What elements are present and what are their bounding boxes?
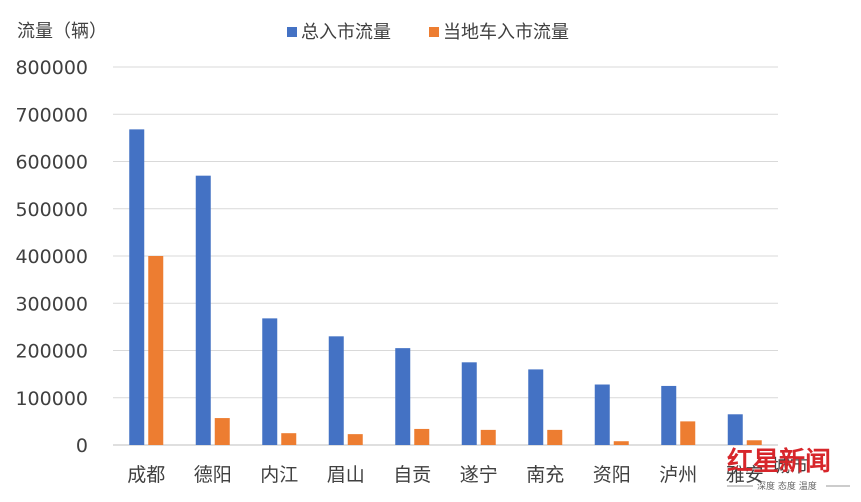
legend: 总入市流量 当地车入市流量	[287, 22, 569, 43]
x-category-label: 遂宁	[460, 464, 498, 486]
x-category-label: 内江	[260, 464, 298, 486]
y-axis-ticks: 0 100000 200000 300000 400000 500000 600000 700…	[15, 57, 88, 457]
y-tick-label: 300000	[15, 293, 88, 315]
y-tick-label: 500000	[15, 199, 88, 221]
x-category-label: 眉山	[327, 464, 365, 486]
watermark-subtext: 深度 态度 温度	[757, 480, 817, 492]
y-tick-label: 0	[76, 435, 88, 457]
bar-total-inflow	[461, 362, 477, 445]
bar-local-inflow	[547, 429, 563, 445]
bar-local-inflow	[214, 418, 230, 445]
x-category-label: 雅安	[726, 464, 764, 486]
bar-local-inflow	[414, 428, 430, 445]
bar-local-inflow	[613, 441, 629, 445]
y-tick-label: 700000	[15, 104, 88, 126]
bars	[129, 129, 762, 446]
x-category-label: 资阳	[593, 464, 631, 486]
x-category-label: 自贡	[393, 464, 431, 486]
bar-local-inflow	[480, 429, 496, 445]
bar-local-inflow	[347, 434, 363, 445]
x-axis-title: 城市	[772, 456, 808, 477]
y-tick-label: 200000	[15, 341, 88, 363]
bar-local-inflow	[148, 256, 164, 445]
bar-local-inflow	[281, 433, 297, 445]
x-category-label: 南充	[526, 464, 564, 486]
legend-swatch-local	[429, 27, 439, 37]
watermark-text: 红星新闻	[727, 446, 831, 477]
x-category-label: 成都	[127, 464, 165, 486]
bar-total-inflow	[727, 414, 743, 445]
x-category-label: 德阳	[194, 464, 232, 486]
bar-local-inflow	[746, 440, 762, 445]
y-tick-label: 100000	[15, 388, 88, 410]
bar-total-inflow	[195, 175, 211, 446]
y-tick-label: 600000	[15, 152, 88, 174]
y-tick-label: 400000	[15, 246, 88, 268]
bar-total-inflow	[661, 385, 677, 445]
legend-label-local: 当地车入市流量	[443, 22, 569, 43]
bar-local-inflow	[680, 421, 696, 445]
gridlines	[113, 66, 778, 446]
bar-total-inflow	[594, 384, 610, 445]
y-tick-label: 800000	[15, 57, 88, 79]
bar-total-inflow	[262, 318, 278, 445]
y-axis-title: 流量（辆）	[17, 21, 107, 42]
legend-label-total: 总入市流量	[301, 22, 391, 43]
bar-total-inflow	[528, 369, 544, 445]
watermark-logo: 红星新闻 深度 态度 温度	[727, 446, 850, 492]
bar-total-inflow	[129, 129, 145, 445]
bar-total-inflow	[395, 348, 411, 445]
legend-swatch-total	[287, 27, 297, 37]
x-axis-categories: 成都 德阳 内江 眉山 自贡 遂宁 南充 资阳 泸州 雅安	[127, 464, 764, 486]
x-category-label: 泸州	[659, 464, 697, 486]
bar-total-inflow	[328, 336, 344, 445]
